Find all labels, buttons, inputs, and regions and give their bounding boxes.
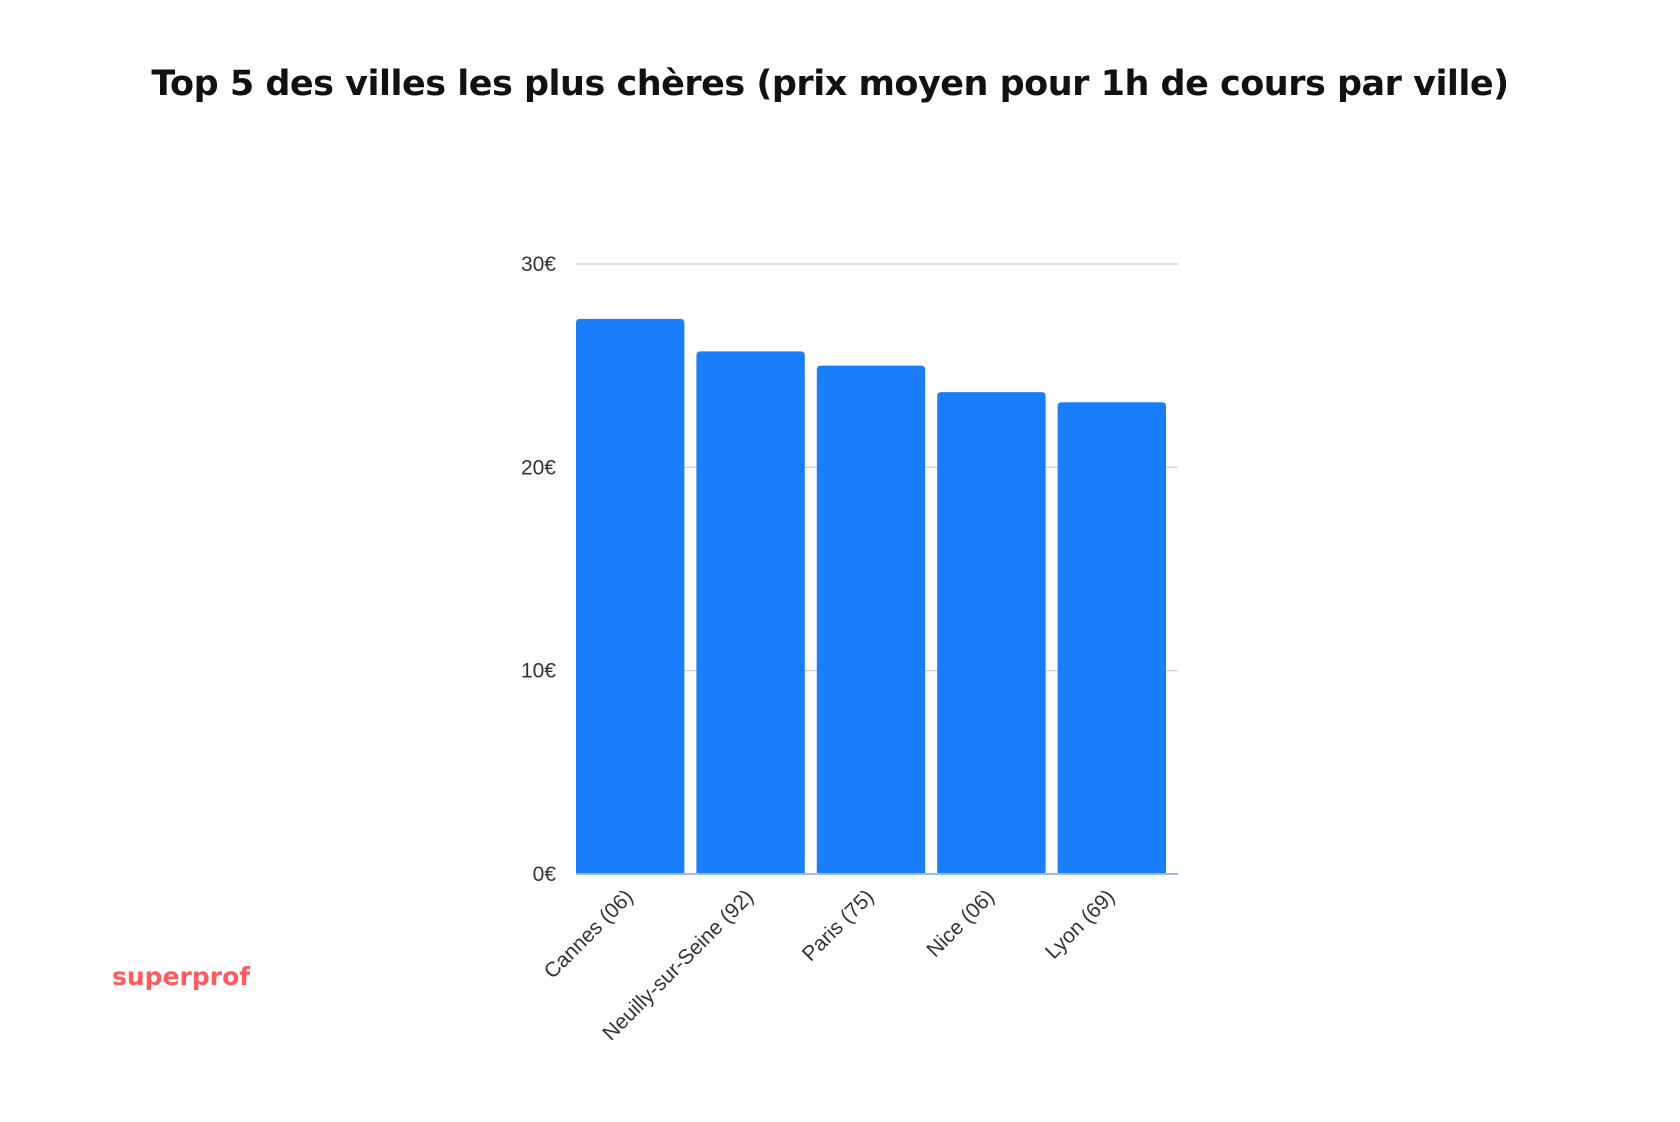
y-tick-label: 30€ — [521, 253, 556, 276]
chart-title: Top 5 des villes les plus chères (prix m… — [151, 64, 1509, 104]
bar — [816, 365, 926, 874]
x-axis-labels: Cannes (06)Neuilly-sur-Seine (92) Paris (… — [540, 885, 1120, 1045]
y-axis-ticks: 0€ 10€ 20€ 30€ — [521, 253, 556, 886]
x-tick-label: Lyon (69) — [1041, 885, 1119, 963]
x-tick-label: Cannes (06) — [540, 885, 638, 983]
y-tick-label: 10€ — [521, 660, 556, 683]
bar — [696, 351, 805, 874]
x-tick-label: Paris (75) — [798, 885, 879, 966]
superprof-logo: superprof — [112, 962, 251, 991]
bars — [576, 318, 1166, 874]
bar — [576, 318, 685, 874]
y-tick-label: 0€ — [533, 863, 557, 886]
x-tick-label: Nice (06) — [922, 885, 999, 962]
bar — [1057, 402, 1166, 874]
bar — [937, 392, 1046, 874]
y-tick-label: 20€ — [521, 456, 556, 479]
